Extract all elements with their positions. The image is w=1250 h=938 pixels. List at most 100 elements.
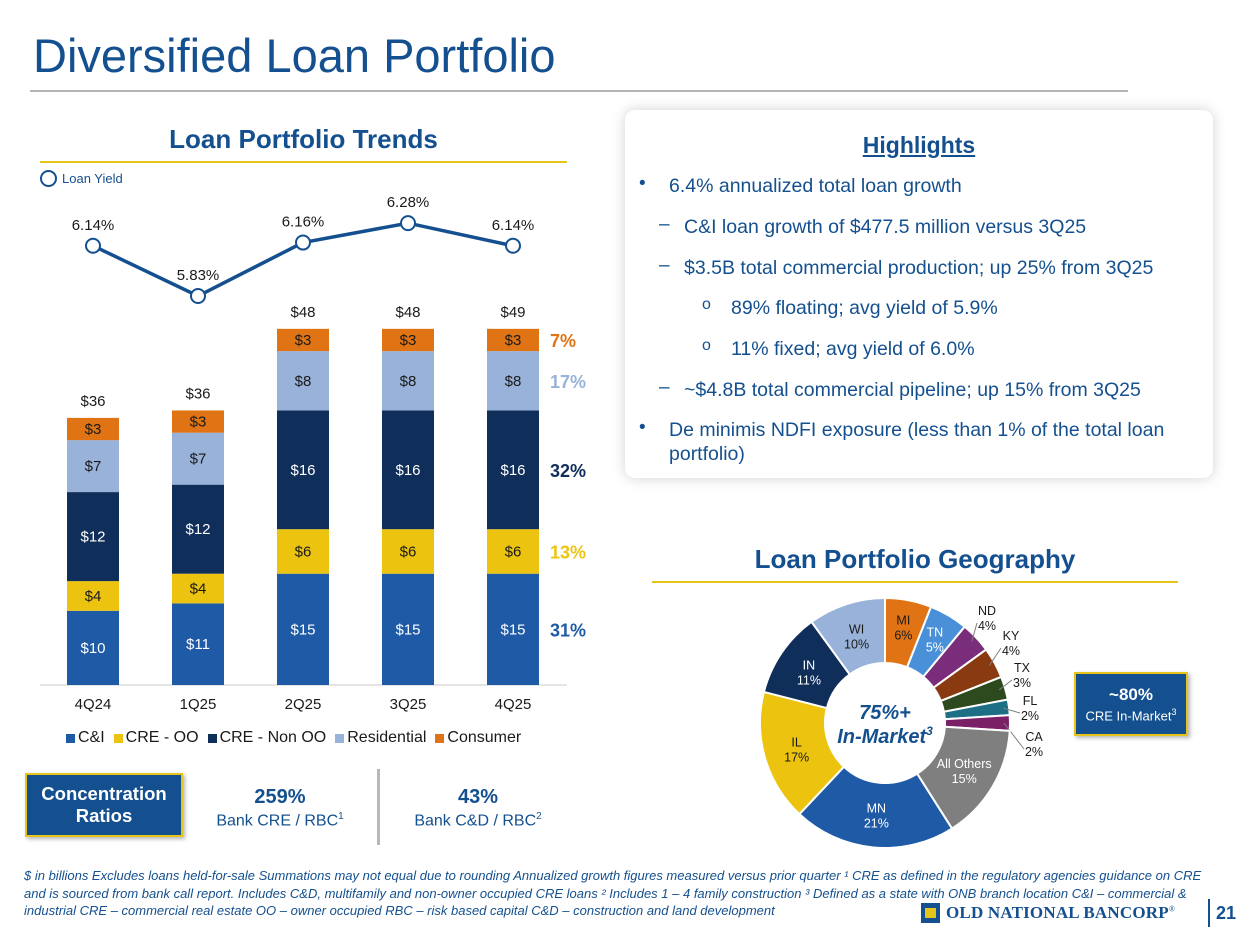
slice-name-label: TN (927, 626, 944, 640)
highlights-title: Highlights (862, 132, 976, 158)
cre-in-market-value: ~80% (1109, 684, 1153, 704)
bar-value-label: $10 (80, 640, 105, 657)
cre-ratio-value: 259% (254, 786, 306, 808)
slice-name-label: WI (849, 623, 864, 637)
bar-value-label: $11 (186, 636, 210, 653)
bar-segment (67, 581, 119, 611)
slice-leader-line (998, 679, 1013, 691)
donut-center-value: 75%+ (859, 702, 911, 724)
cre-ratio: 259% Bank CRE / RBC1 (185, 786, 375, 830)
slice-leader-line (1003, 722, 1025, 750)
highlight-item: De minimis NDFI exposure (less than 1% o… (669, 419, 1165, 465)
mix-percent-label: 32% (550, 461, 586, 481)
geography-title: Loan Portfolio Geography (754, 544, 1076, 574)
cd-ratio: 43% Bank C&D / RBC2 (383, 786, 573, 830)
bar-segment (277, 351, 329, 411)
slice-value-label: 17% (784, 751, 809, 765)
geography-donut-chart: MI6% TN5%ND4%KY4%TX3%FL2%CA2%All Others15… (759, 596, 1043, 849)
bar-segment (172, 603, 224, 685)
yield-line (92, 221, 514, 298)
donut-slice (759, 690, 846, 816)
slice-name-label: FL (1023, 694, 1038, 708)
donut-slice (798, 765, 954, 849)
legend-swatch (66, 733, 75, 743)
slice-value-label: 3% (1013, 676, 1031, 690)
bar-value-label: $4 (190, 581, 207, 598)
bar-value-label: $3 (85, 421, 102, 438)
bar-value-label: $16 (500, 462, 525, 479)
bar-segment (382, 529, 434, 574)
bar-segment (382, 573, 434, 685)
bar-value-label: $15 (395, 621, 420, 638)
cre-in-market-box: ~80% CRE In-Market3 (1074, 672, 1188, 736)
bar-segment (67, 417, 119, 441)
bar-legend: C&I CRE - OO CRE - Non OO Residential Consum… (66, 729, 521, 747)
mix-percent-label: 31% (550, 620, 586, 640)
legend-item: CRE - OO (113, 729, 199, 747)
loan-trends-chart: $10 $4 $12 $7 $3 $36 4Q24 $11 $4 $12 $7 $3 $36 1Q25 $1… (40, 194, 586, 713)
slice-name-label: ND (978, 604, 996, 618)
legend-label: C&I (78, 729, 105, 746)
slice-value-label: 11% (797, 673, 821, 687)
company-logo: OLD NATIONAL BANCORP® (921, 903, 1175, 923)
bar-value-label: $15 (500, 621, 525, 638)
slice-value-label: 10% (844, 638, 869, 652)
bar-segment (172, 410, 224, 433)
bar-value-label: $3 (295, 332, 312, 349)
bar-value-label: $8 (295, 373, 312, 390)
slice-leader-line (1002, 707, 1021, 714)
donut-center-footnote: 3 (926, 724, 933, 738)
highlights-panel: Highlights • 6.4% annualized total loan … (625, 110, 1213, 478)
trends-title: Loan Portfolio Trends (169, 124, 438, 154)
footnote: $ in billions Excludes loans held-for-sa… (24, 868, 1202, 918)
bar-segment (67, 492, 119, 582)
slice-value-label: 2% (1025, 745, 1043, 759)
title-divider (30, 90, 1128, 92)
yield-value-label: 6.16% (282, 214, 325, 231)
cre-in-market-label: CRE In-Market3 (1085, 706, 1177, 724)
bar-segment (172, 484, 224, 574)
slice-leader-line (988, 647, 1002, 666)
bar-value-label: $16 (395, 462, 420, 479)
bar-segment (487, 351, 539, 411)
legend-item: Residential (335, 729, 426, 747)
slice-name-label: TX (1014, 661, 1031, 675)
circle-marker: o (702, 337, 711, 354)
legend-swatch (207, 733, 217, 743)
yield-legend-circle-icon (40, 170, 57, 187)
bar-segment (382, 351, 434, 411)
bar-segment (487, 410, 539, 530)
yield-value-label: 6.14% (72, 217, 115, 234)
bar-segment (487, 573, 539, 685)
bar-total-label: $49 (500, 304, 525, 321)
legend-item: CRE - Non OO (207, 729, 326, 747)
highlight-item: ~$4.8B total commercial pipeline; up 15%… (684, 379, 1141, 401)
slice-name-label: IL (791, 736, 801, 750)
mix-percent-label: 13% (550, 542, 586, 562)
x-tick-label: 4Q25 (495, 696, 532, 713)
slice-value-label: 5% (926, 641, 944, 655)
bar-value-label: $16 (290, 462, 315, 479)
dash-marker: – (659, 255, 670, 276)
bar-value-label: $6 (295, 543, 312, 560)
donut-slice (810, 596, 886, 676)
bar-total-label: $48 (290, 304, 315, 321)
bar-segment (277, 328, 329, 352)
yield-legend: Loan Yield (40, 170, 123, 187)
slice-value-label: 6% (894, 629, 912, 643)
dash-marker: – (659, 377, 670, 398)
highlight-item: 11% fixed; avg yield of 6.0% (731, 338, 975, 360)
bar-segment (277, 529, 329, 574)
mix-percent-label: 7% (550, 331, 576, 351)
bar-value-label: $4 (85, 588, 102, 605)
x-tick-label: 1Q25 (180, 696, 217, 713)
yield-value-label: 6.28% (387, 194, 430, 211)
dash-marker: – (659, 214, 670, 235)
slice-leader-line (971, 622, 978, 642)
bar-segment (67, 440, 119, 493)
legend-swatch (335, 733, 345, 743)
bar-value-label: $6 (505, 543, 522, 560)
bar-total-label: $48 (395, 304, 420, 321)
bullet-marker: • (639, 417, 646, 438)
highlight-item: $3.5B total commercial production; up 25… (684, 257, 1154, 279)
